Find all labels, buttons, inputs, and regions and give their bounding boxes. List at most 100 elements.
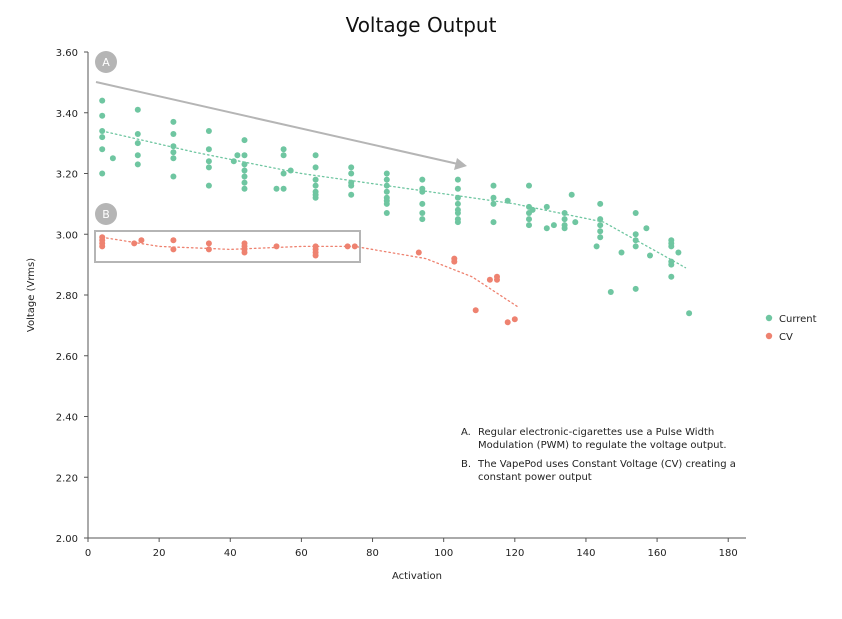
current-data-point: [419, 216, 426, 223]
current-data-point: [686, 310, 693, 317]
current-data-point: [99, 134, 106, 141]
current-data-point: [632, 210, 639, 216]
note-b-line1: The VapePod uses Constant Voltage (CV) c…: [477, 459, 736, 470]
x-tick-label: 60: [295, 548, 308, 559]
current-data-point: [99, 112, 106, 119]
x-tick-label: 160: [648, 548, 667, 559]
x-ticks: 0 20 40 60 80 100 120 140 160 180: [85, 538, 738, 559]
current-trendline: [101, 130, 687, 269]
current-data-point: [134, 152, 141, 159]
current-data-point: [504, 197, 511, 204]
pwm-arrow-head: [454, 158, 467, 170]
current-data-point: [383, 188, 390, 195]
legend-current-marker: [765, 314, 773, 322]
current-data-point: [348, 182, 355, 189]
current-data-point: [99, 97, 106, 104]
pwm-arrow: [95, 81, 467, 170]
x-axis-label: Activation: [392, 571, 442, 582]
current-data-point: [241, 167, 248, 174]
current-data-point: [597, 228, 604, 235]
current-data-point: [454, 200, 461, 207]
cv-data-point: [494, 276, 500, 283]
current-data-point: [348, 164, 355, 171]
cv-data-point: [170, 237, 177, 244]
cv-data-point: [273, 243, 280, 250]
current-data-point: [454, 210, 461, 216]
cv-data-point: [312, 252, 319, 259]
current-data-point: [675, 249, 682, 256]
current-data-point: [568, 191, 575, 198]
current-data-point: [490, 219, 497, 226]
current-data-point: [312, 182, 319, 189]
badge-b-label: B: [102, 208, 110, 221]
current-data-point: [99, 128, 106, 134]
current-data-point: [550, 222, 557, 229]
x-tick-label: 100: [434, 548, 453, 559]
current-data-point: [280, 146, 287, 153]
legend: Current CV: [765, 314, 817, 343]
legend-cv-marker: [765, 332, 773, 340]
current-data-point: [241, 173, 248, 180]
current-data-point: [543, 225, 550, 232]
current-data-point: [99, 170, 106, 177]
current-data-point: [205, 164, 212, 171]
current-data-point: [241, 161, 248, 168]
current-data-point: [632, 285, 639, 292]
current-data-point: [280, 152, 287, 159]
current-data-point: [170, 143, 177, 150]
cv-data-point: [131, 240, 138, 247]
current-data-point: [419, 188, 426, 195]
current-data-point: [632, 237, 639, 244]
y-tick-label: 3.20: [56, 170, 78, 181]
current-data-point: [454, 219, 461, 226]
current-data-point: [632, 243, 639, 250]
cv-data-point: [241, 249, 248, 256]
y-ticks: 2.00 2.20 2.40 2.60 2.80 3.00 3.20 3.40 3.60: [56, 48, 88, 545]
y-tick-label: 2.80: [56, 291, 78, 302]
current-data-point: [490, 194, 497, 201]
current-data-point: [273, 185, 280, 192]
current-data-point: [561, 216, 568, 223]
current-data-point: [109, 155, 116, 162]
cv-data-point: [351, 243, 358, 250]
x-tick-label: 140: [576, 548, 595, 559]
current-data-point: [383, 176, 390, 183]
current-data-point: [597, 234, 604, 241]
current-data-point: [205, 146, 212, 153]
current-data-point: [348, 191, 355, 198]
current-data-point: [280, 170, 287, 177]
current-data-point: [170, 149, 177, 156]
y-tick-label: 2.60: [56, 352, 78, 363]
current-data-point: [134, 131, 141, 137]
current-data-point: [241, 179, 248, 186]
y-tick-label: 2.40: [56, 413, 78, 424]
badge-b-circle: [95, 203, 117, 225]
current-data-point: [383, 210, 390, 216]
cv-data-point: [170, 246, 177, 253]
current-data-point: [234, 152, 241, 159]
note-b-marker: B.: [461, 459, 471, 470]
note-a-line2: Modulation (PWM) to regulate the voltage…: [478, 440, 727, 451]
current-data-point: [593, 243, 600, 250]
current-data-point: [383, 182, 390, 189]
badge-a-circle: [95, 51, 117, 73]
current-data-point: [241, 185, 248, 192]
current-data-point: [205, 158, 212, 165]
x-tick-label: 120: [505, 548, 524, 559]
current-data-point: [454, 194, 461, 201]
y-tick-label: 2.00: [56, 534, 78, 545]
current-data-point: [312, 164, 319, 171]
cv-data-point: [138, 237, 145, 244]
y-tick-label: 3.00: [56, 230, 78, 241]
current-data-point: [241, 137, 248, 144]
cv-data-point: [205, 246, 212, 253]
x-tick-label: 80: [366, 548, 379, 559]
current-data-point: [526, 182, 532, 189]
current-data-point: [647, 252, 653, 259]
current-data-point: [561, 225, 568, 232]
y-tick-label: 3.60: [56, 48, 78, 59]
current-data-point: [170, 173, 177, 180]
current-data-point: [668, 273, 675, 280]
current-data-point: [230, 158, 237, 165]
